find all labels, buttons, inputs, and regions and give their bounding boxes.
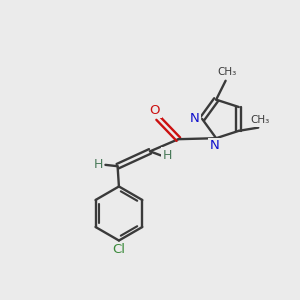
Text: O: O: [150, 103, 160, 116]
Text: N: N: [190, 112, 200, 125]
Text: CH₃: CH₃: [250, 115, 269, 125]
Text: H: H: [163, 149, 172, 162]
Text: H: H: [93, 158, 103, 171]
Text: N: N: [210, 139, 220, 152]
Text: Cl: Cl: [112, 244, 125, 256]
Text: CH₃: CH₃: [217, 67, 237, 77]
